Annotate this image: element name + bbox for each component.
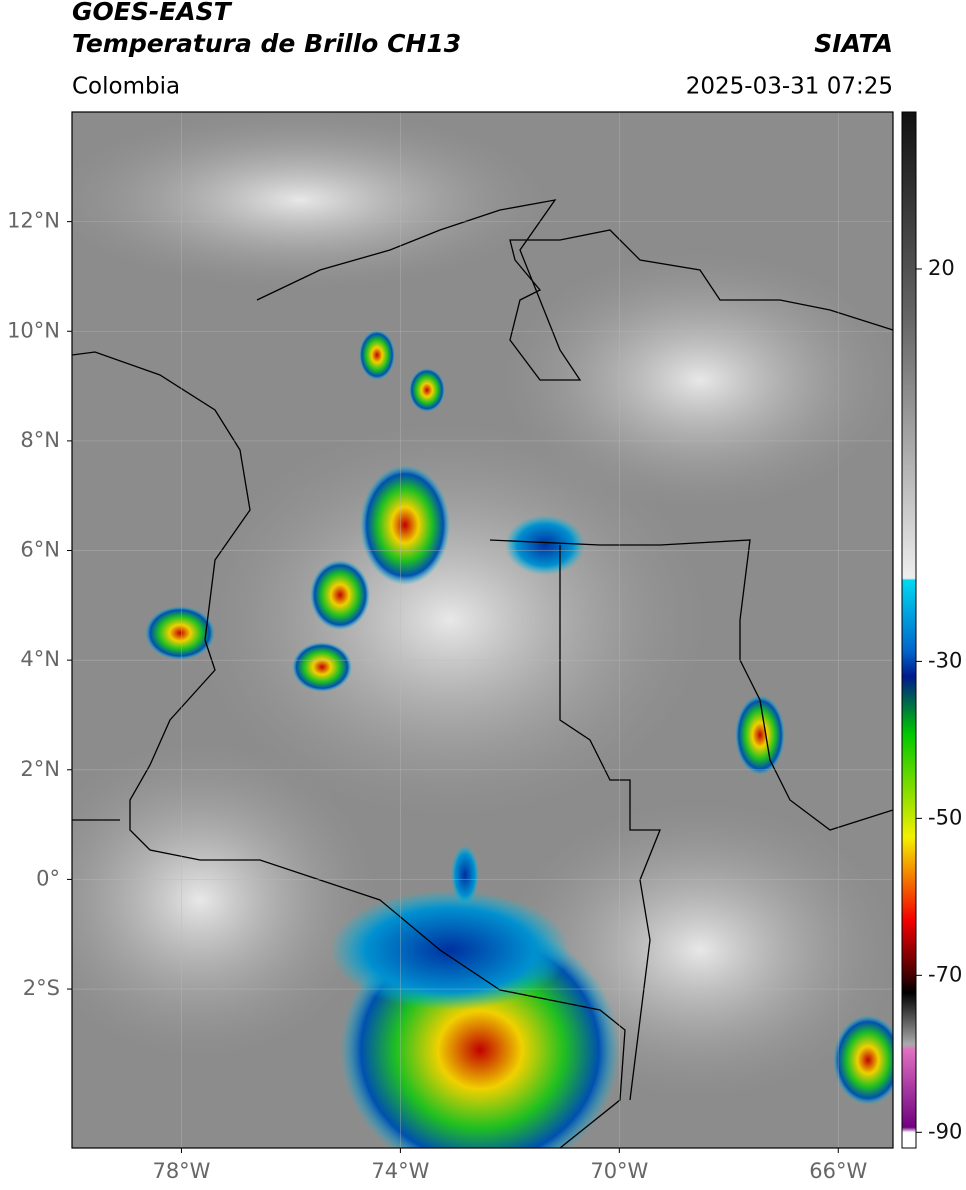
cloud <box>72 740 380 1060</box>
x-tick-label: 78°W <box>152 1159 210 1183</box>
colorbar-tick-label: -30 <box>928 648 962 672</box>
cloud <box>500 250 893 510</box>
y-tick-label: 12°N <box>7 209 60 233</box>
storm <box>330 890 570 1010</box>
title: Temperatura de Brillo CH13 <box>72 29 461 58</box>
colorbar <box>901 111 917 1149</box>
storm <box>505 515 585 575</box>
storm <box>833 1015 893 1105</box>
y-tick-label: 10°N <box>7 318 60 342</box>
x-tick-label: 66°W <box>809 1159 867 1183</box>
y-tick-label: 6°N <box>20 538 60 562</box>
region: Colombia <box>72 74 180 100</box>
x-tick-label: 70°W <box>590 1159 648 1183</box>
map <box>72 112 893 1148</box>
y-tick-label: 2°S <box>23 976 60 1000</box>
colorbar-tick-label: -50 <box>928 805 962 829</box>
source: SIATA <box>814 29 893 58</box>
borders <box>72 199 893 1148</box>
storm <box>409 368 445 412</box>
colorbar-tick-label: -90 <box>928 1119 962 1143</box>
datetime: 2025-03-31 07:25 <box>686 74 893 100</box>
cloud <box>72 112 550 290</box>
y-tick-label: 0° <box>36 866 60 890</box>
storm <box>360 465 450 585</box>
storm <box>359 330 395 380</box>
storm <box>310 560 370 630</box>
y-tick-label: 8°N <box>20 428 60 452</box>
map-frame <box>71 111 894 1149</box>
storm <box>451 845 479 905</box>
y-tick-label: 2°N <box>20 757 60 781</box>
x-tick-label: 74°W <box>371 1159 429 1183</box>
title: GOES-EAST <box>72 0 233 26</box>
storm <box>292 642 352 692</box>
storm <box>735 695 785 775</box>
colorbar-tick-label: 20 <box>928 256 955 280</box>
storm <box>145 606 215 660</box>
y-tick-label: 4°N <box>20 647 60 671</box>
cloud <box>190 420 710 820</box>
colorbar-tick-label: -70 <box>928 962 962 986</box>
